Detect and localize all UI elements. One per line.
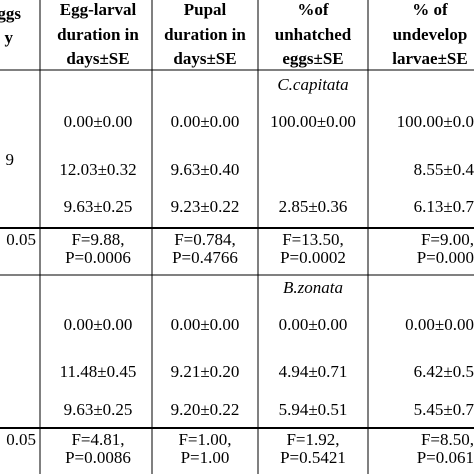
cell: 0.00±0.00 [63, 112, 133, 131]
stat-cell: P=0.0086 [65, 448, 131, 467]
header-text: y [4, 28, 14, 47]
row-label: 9 [5, 150, 15, 169]
cell: 9.20±0.22 [170, 400, 240, 419]
header-text: days±SE [66, 49, 130, 68]
cell: 6.13±0.7 [413, 197, 474, 216]
header-text: days±SE [173, 49, 237, 68]
cell: 5.94±0.51 [278, 400, 348, 419]
cell: 0.00±0.00 [278, 315, 348, 334]
cell: 0.00±0.00 [170, 315, 240, 334]
header-text: %of [297, 0, 329, 19]
stat-cell: F=8.50, [420, 430, 474, 449]
cell: 6.42±0.5 [413, 362, 474, 381]
header-text: Egg-larval [59, 0, 137, 19]
cell: 11.48±0.45 [59, 362, 137, 381]
header-text: duration in [164, 25, 246, 44]
stat-cell: P=0.000 [416, 248, 474, 267]
stats-label: 0.05 [6, 430, 36, 449]
cell: 9.63±0.40 [170, 160, 240, 179]
header-text: ggs [0, 4, 21, 23]
header-text: Pupal [183, 0, 227, 19]
stat-cell: F=1.92, [286, 430, 340, 449]
stat-cell: F=0.784, [174, 230, 236, 249]
cell: 0.00±0.00 [405, 315, 474, 334]
cell: 9.23±0.22 [170, 197, 240, 216]
stat-cell: F=1.00, [178, 430, 232, 449]
cell: 9.63±0.25 [63, 400, 133, 419]
stats-label: 0.05 [6, 230, 36, 249]
cell: 9.63±0.25 [63, 197, 133, 216]
cell: 4.94±0.71 [278, 362, 348, 381]
cell: 8.55±0.4 [413, 160, 474, 179]
stat-cell: P=0.5421 [280, 448, 346, 467]
stat-cell: F=13.50, [282, 230, 344, 249]
cell: 0.00±0.00 [170, 112, 240, 131]
cell: 9.21±0.20 [170, 362, 240, 381]
stat-cell: P=1.00 [180, 448, 230, 467]
stat-cell: P=0.0006 [65, 248, 131, 267]
stat-cell: P=0.4766 [172, 248, 238, 267]
cell: 0.00±0.00 [63, 315, 133, 334]
header-text: duration in [57, 25, 139, 44]
stat-cell: F=4.81, [71, 430, 125, 449]
cell: 2.85±0.36 [278, 197, 348, 216]
header-text: larvae±SE [392, 49, 468, 68]
cell: 12.03±0.32 [59, 160, 137, 179]
header-text: % of [412, 0, 448, 19]
species-name: C.capitata [277, 75, 349, 94]
cell: 5.45±0.7 [413, 400, 474, 419]
header-text: undevelop [392, 25, 468, 44]
header-text: unhatched [274, 25, 352, 44]
cell: 100.00±0.00 [270, 112, 356, 131]
stat-cell: P=0.061 [416, 448, 474, 467]
species-name: B.zonata [283, 278, 343, 297]
stat-cell: F=9.00, [420, 230, 474, 249]
stat-cell: F=9.88, [71, 230, 125, 249]
stat-cell: P=0.0002 [280, 248, 346, 267]
cell: 100.00±0.0 [396, 112, 474, 131]
header-text: eggs±SE [282, 49, 344, 68]
